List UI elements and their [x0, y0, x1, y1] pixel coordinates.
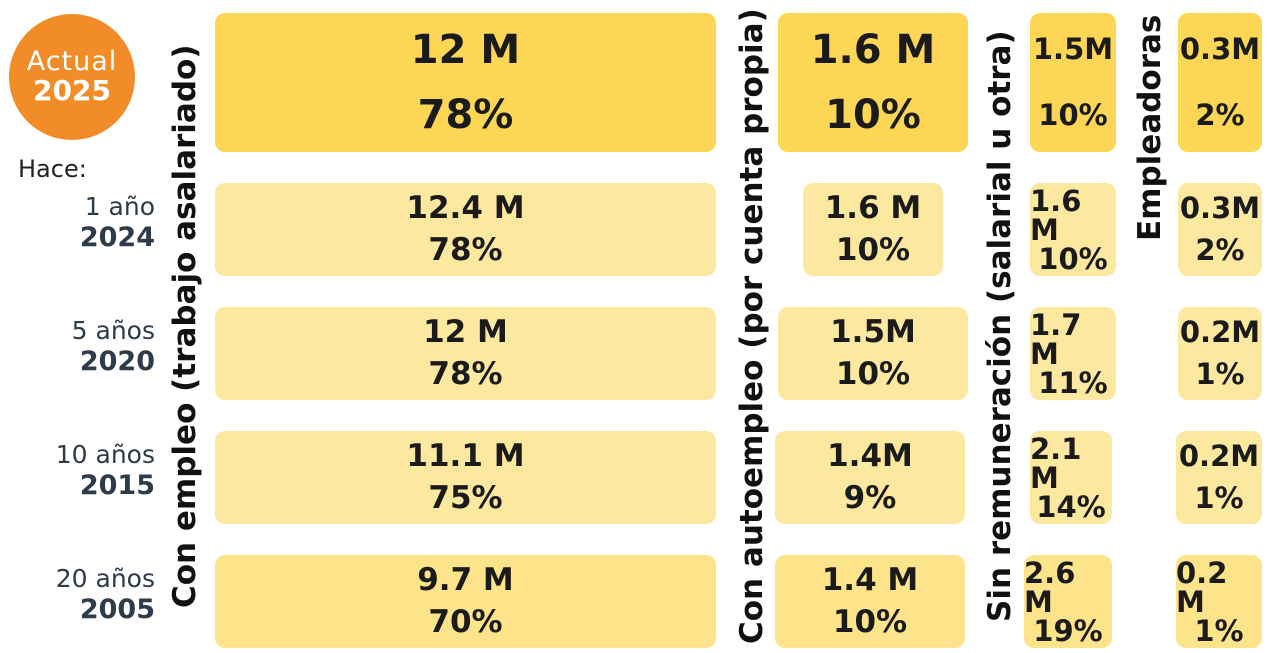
cell-share: 10%	[832, 604, 908, 641]
data-cell: 1.7 M 11%	[1030, 307, 1116, 400]
data-cell: 12 M 78%	[215, 13, 716, 152]
row-label: 1 año 2024	[0, 192, 155, 253]
cell-amount: 11.1 M	[406, 437, 525, 474]
data-cell: 0.2M 1%	[1176, 431, 1262, 524]
column-header: Sin remuneración (salarial u otra)	[982, 30, 1018, 623]
cell-share: 2%	[1195, 233, 1245, 268]
cell-amount: 1.6 M	[810, 26, 936, 73]
row-label: 5 años 2020	[0, 316, 155, 377]
cell-amount: 2.1 M	[1030, 432, 1082, 495]
data-cell: 2.1 M 14%	[1030, 431, 1112, 524]
badge-label: Actual	[26, 45, 118, 77]
cell-amount: 1.6 M	[1030, 184, 1082, 247]
row-label: 10 años 2015	[0, 440, 155, 501]
cell-share: 1%	[1194, 614, 1244, 648]
cell-share: 10%	[835, 232, 911, 269]
cell-amount: 0.3M	[1179, 32, 1261, 67]
row-year: 2024	[79, 221, 155, 253]
row-ago: 1 año	[84, 192, 155, 221]
cell-share: 11%	[1038, 366, 1108, 400]
cell-amount: 0.2M	[1178, 438, 1260, 473]
cell-share: 9%	[843, 480, 897, 517]
row-ago: 20 años	[55, 564, 155, 593]
cell-amount: 0.2M	[1179, 314, 1261, 349]
ago-label: Hace:	[18, 155, 87, 183]
data-cell: 12 M 78%	[215, 307, 716, 400]
cell-amount: 1.7 M	[1030, 308, 1082, 371]
cell-share: 1%	[1194, 481, 1244, 516]
cell-share: 78%	[428, 356, 503, 393]
cell-share: 1%	[1195, 357, 1245, 392]
data-cell: 11.1 M 75%	[215, 431, 716, 524]
cell-share: 10%	[835, 356, 911, 393]
row-ago: 10 años	[55, 440, 155, 469]
cell-share: 78%	[417, 92, 514, 139]
cell-amount: 2.6 M	[1024, 556, 1076, 619]
data-cell: 1.6 M 10%	[803, 183, 943, 276]
cell-amount: 0.2 M	[1176, 556, 1228, 619]
data-cell: 1.6 M 10%	[1030, 183, 1116, 276]
data-cell: 0.2M 1%	[1178, 307, 1262, 400]
data-cell: 0.3M 2%	[1178, 183, 1262, 276]
cell-share: 19%	[1033, 614, 1103, 648]
cell-amount: 1.4M	[827, 437, 913, 474]
cell-share: 10%	[825, 92, 921, 139]
data-cell: 1.5M 10%	[778, 307, 968, 400]
data-cell: 1.6 M 10%	[778, 13, 968, 152]
data-cell: 1.4 M 10%	[775, 555, 965, 648]
column-header: Empleadoras	[1132, 14, 1168, 242]
cell-amount: 1.5M	[830, 313, 916, 350]
row-year: 2020	[79, 345, 155, 377]
column-header: Con empleo (trabajo asalariado)	[167, 44, 203, 609]
data-cell: 0.2 M 1%	[1176, 555, 1262, 648]
current-badge: Actual 2025	[9, 14, 135, 140]
cell-share: 10%	[1038, 97, 1108, 132]
cell-amount: 12 M	[423, 313, 508, 350]
cell-amount: 0.3M	[1179, 190, 1261, 225]
data-cell: 12.4 M 78%	[215, 183, 716, 276]
cell-share: 75%	[428, 480, 503, 517]
data-cell: 2.6 M 19%	[1024, 555, 1112, 648]
data-cell: 9.7 M 70%	[215, 555, 716, 648]
cell-amount: 9.7 M	[417, 561, 514, 598]
cell-amount: 1.6 M	[824, 189, 922, 226]
data-cell: 1.4M 9%	[775, 431, 965, 524]
column-header: Con autoempleo (por cuenta propia)	[734, 8, 770, 645]
cell-amount: 1.4 M	[821, 561, 919, 598]
data-cell: 0.3M 2%	[1178, 13, 1262, 152]
cell-share: 10%	[1038, 242, 1108, 276]
cell-amount: 12 M	[410, 26, 521, 73]
cell-share: 70%	[428, 604, 503, 641]
data-cell: 1.5M 10%	[1030, 13, 1116, 152]
cell-share: 2%	[1195, 97, 1245, 132]
cell-share: 78%	[428, 232, 503, 269]
cell-amount: 1.5M	[1032, 32, 1114, 67]
row-ago: 5 años	[71, 316, 155, 345]
badge-year: 2025	[33, 74, 111, 108]
row-label: 20 años 2005	[0, 564, 155, 625]
cell-amount: 12.4 M	[406, 189, 525, 226]
cell-share: 14%	[1036, 490, 1106, 524]
row-year: 2005	[79, 593, 155, 625]
row-year: 2015	[79, 469, 155, 501]
